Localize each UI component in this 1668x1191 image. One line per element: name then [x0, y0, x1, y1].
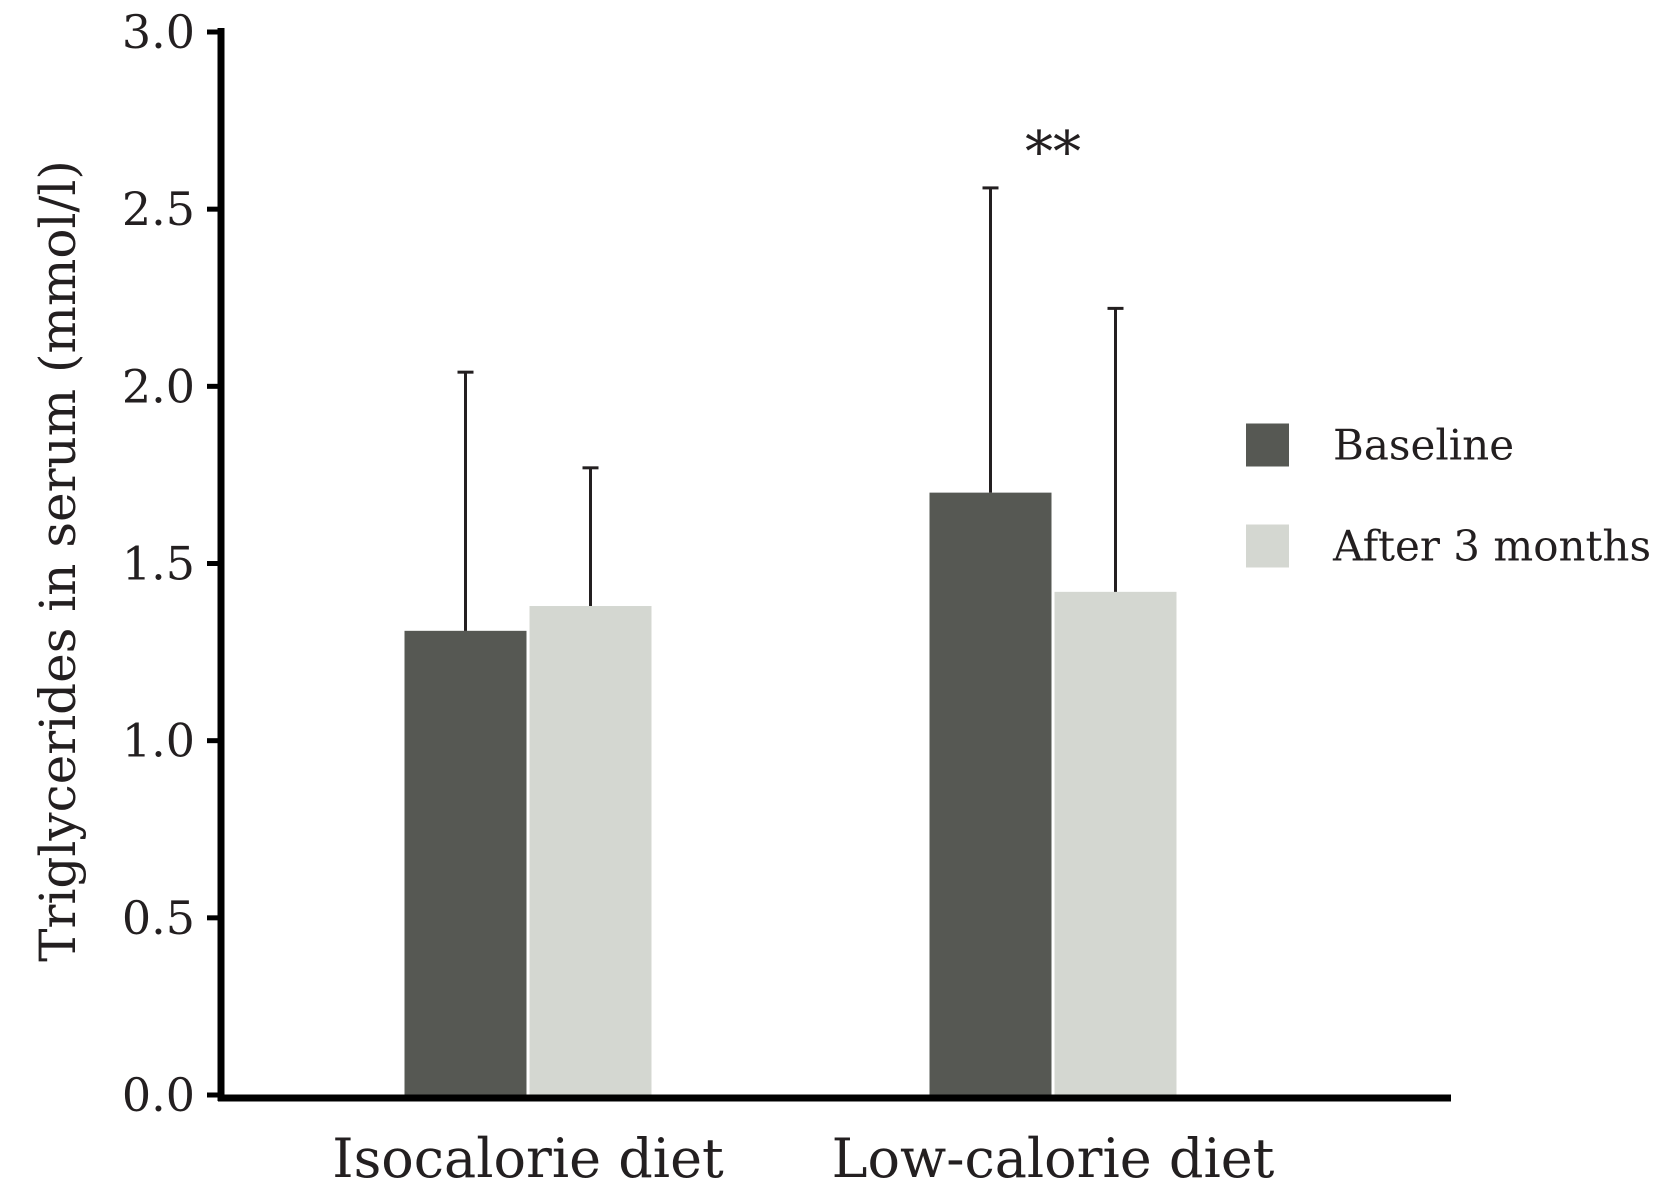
y-tick-label: 0.5 — [122, 891, 195, 945]
bar-after-3-months-1 — [1054, 591, 1177, 1095]
legend-swatch — [1246, 423, 1289, 467]
legend-label: After 3 months — [1332, 522, 1651, 571]
x-category-label: Isocalorie diet — [332, 1127, 724, 1190]
y-tick-label: 3.0 — [122, 5, 195, 59]
y-tick-label: 1.0 — [122, 714, 195, 768]
bar-baseline-1 — [929, 492, 1052, 1096]
error-bars-group — [457, 186, 1124, 631]
x-category-label: Low-calorie diet — [832, 1127, 1275, 1190]
legend-label: Baseline — [1333, 421, 1514, 470]
legend: Baseline After 3 months — [1246, 421, 1651, 571]
bar-after-3-months-0 — [529, 606, 652, 1095]
y-axis-label: Triglycerides in serum (mmol/l) — [29, 160, 87, 962]
annotations-group: ** — [1025, 120, 1081, 185]
bar-baseline-0 — [404, 630, 527, 1095]
y-tick-label: 0.0 — [122, 1068, 195, 1122]
y-ticks-group: 0.0 0.5 1.0 1.5 2.0 2.5 3.0 — [122, 5, 221, 1122]
y-tick-label: 2.0 — [122, 359, 195, 413]
y-tick-label: 2.5 — [122, 182, 195, 236]
bars-group — [404, 492, 1177, 1096]
y-tick-label: 1.5 — [122, 537, 195, 591]
legend-swatch — [1246, 524, 1289, 568]
x-labels-group: Isocalorie diet Low-calorie diet — [332, 1127, 1274, 1190]
significance-annotation: ** — [1025, 120, 1081, 185]
